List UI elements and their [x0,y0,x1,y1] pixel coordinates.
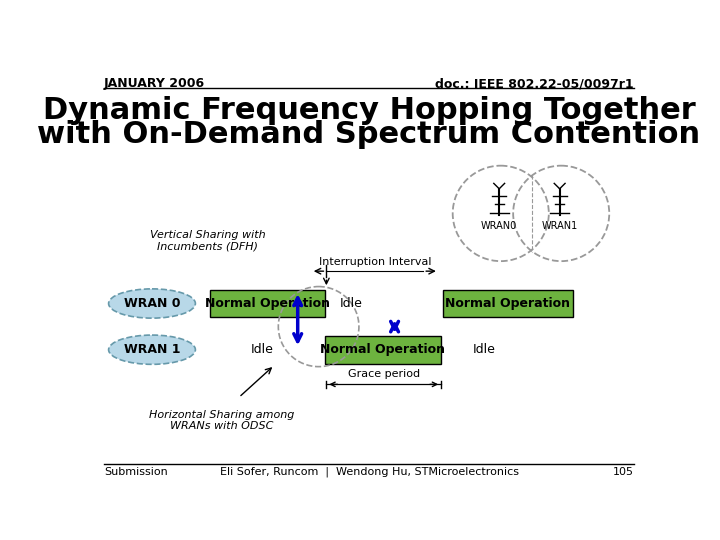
FancyBboxPatch shape [325,336,441,363]
Text: 105: 105 [613,467,634,477]
Text: Normal Operation: Normal Operation [205,297,330,310]
Text: Idle: Idle [340,297,363,310]
Text: WRAN 1: WRAN 1 [124,343,180,356]
Text: Dynamic Frequency Hopping Together: Dynamic Frequency Hopping Together [42,96,696,125]
Text: Interruption Interval: Interruption Interval [319,258,431,267]
Text: Submission: Submission [104,467,168,477]
FancyBboxPatch shape [443,289,573,318]
Text: Idle: Idle [251,343,274,356]
Text: Vertical Sharing with
Incumbents (DFH): Vertical Sharing with Incumbents (DFH) [150,231,266,252]
Text: WRAN1: WRAN1 [541,221,577,231]
Text: WRAN 0: WRAN 0 [124,297,180,310]
Text: WRAN0: WRAN0 [481,221,518,231]
Text: Eli Sofer, Runcom  |  Wendong Hu, STMicroelectronics: Eli Sofer, Runcom | Wendong Hu, STMicroe… [220,467,518,477]
Text: doc.: IEEE 802.22-05/0097r1: doc.: IEEE 802.22-05/0097r1 [436,77,634,90]
FancyBboxPatch shape [210,289,325,318]
Text: Normal Operation: Normal Operation [320,343,446,356]
Ellipse shape [109,335,195,365]
Ellipse shape [109,289,195,318]
Text: with On-Demand Spectrum Contention: with On-Demand Spectrum Contention [37,120,701,149]
Text: Horizontal Sharing among
WRANs with ODSC: Horizontal Sharing among WRANs with ODSC [149,410,294,431]
Text: Normal Operation: Normal Operation [445,297,570,310]
Text: Idle: Idle [472,343,495,356]
Text: Grace period: Grace period [348,369,420,379]
Text: JANUARY 2006: JANUARY 2006 [104,77,205,90]
